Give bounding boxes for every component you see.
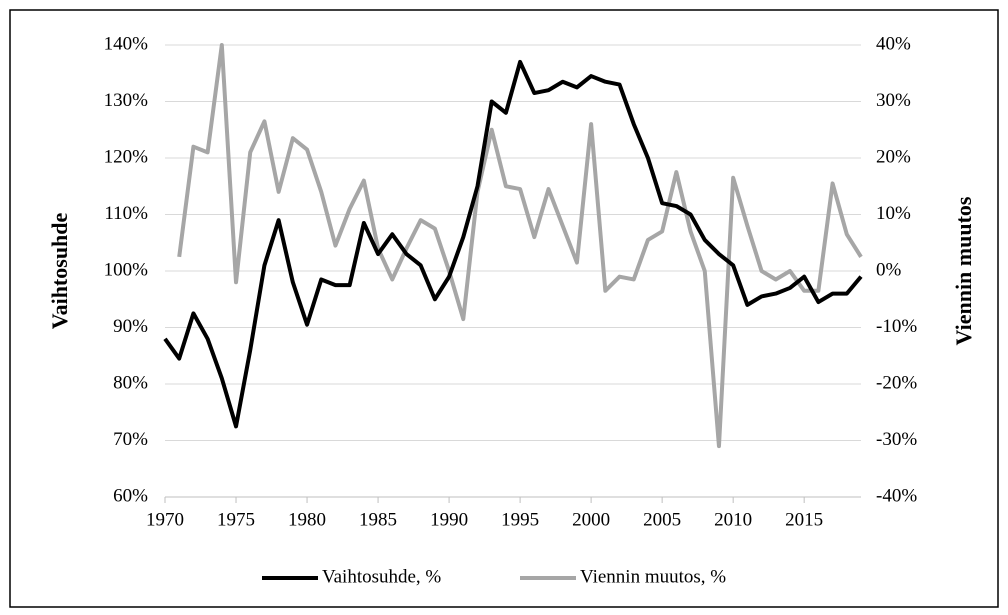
- series-line: [177, 43, 863, 449]
- x-tick-label: 2005: [643, 509, 681, 530]
- legend-label: Vaihtosuhde, %: [322, 566, 441, 587]
- x-tick-label: 2000: [572, 509, 610, 530]
- x-tick-label: 1990: [430, 509, 468, 530]
- y2-tick-label: 40%: [876, 33, 911, 54]
- y2-tick-label: 10%: [876, 203, 911, 224]
- y2-tick-label: 0%: [876, 259, 902, 280]
- series-line: [163, 59, 863, 429]
- y2-tick-label: 30%: [876, 90, 911, 111]
- y-tick-label: 140%: [104, 33, 149, 54]
- y-tick-label: 110%: [104, 203, 148, 224]
- y2-tick-label: -30%: [876, 429, 917, 450]
- legend-label: Viennin muutos, %: [580, 566, 726, 587]
- y-tick-label: 60%: [113, 485, 148, 506]
- y2-tick-label: 20%: [876, 146, 911, 167]
- y2-tick-label: -20%: [876, 372, 917, 393]
- y2-axis-title: Viennin muutos: [951, 196, 976, 345]
- y-axis-title: Vaihtosuhde: [47, 212, 72, 329]
- x-tick-label: 1975: [217, 509, 255, 530]
- x-tick-label: 2010: [714, 509, 752, 530]
- y-tick-label: 70%: [113, 429, 148, 450]
- y-tick-label: 80%: [113, 372, 148, 393]
- y-tick-label: 120%: [104, 146, 149, 167]
- x-tick-label: 1985: [359, 509, 397, 530]
- y-tick-label: 90%: [113, 316, 148, 337]
- x-tick-label: 2015: [785, 509, 823, 530]
- x-tick-label: 1995: [501, 509, 539, 530]
- x-tick-label: 1970: [146, 509, 184, 530]
- y2-tick-label: -40%: [876, 485, 917, 506]
- y-tick-label: 100%: [104, 259, 149, 280]
- y2-tick-label: -10%: [876, 316, 917, 337]
- y-tick-label: 130%: [104, 90, 149, 111]
- x-tick-label: 1980: [288, 509, 326, 530]
